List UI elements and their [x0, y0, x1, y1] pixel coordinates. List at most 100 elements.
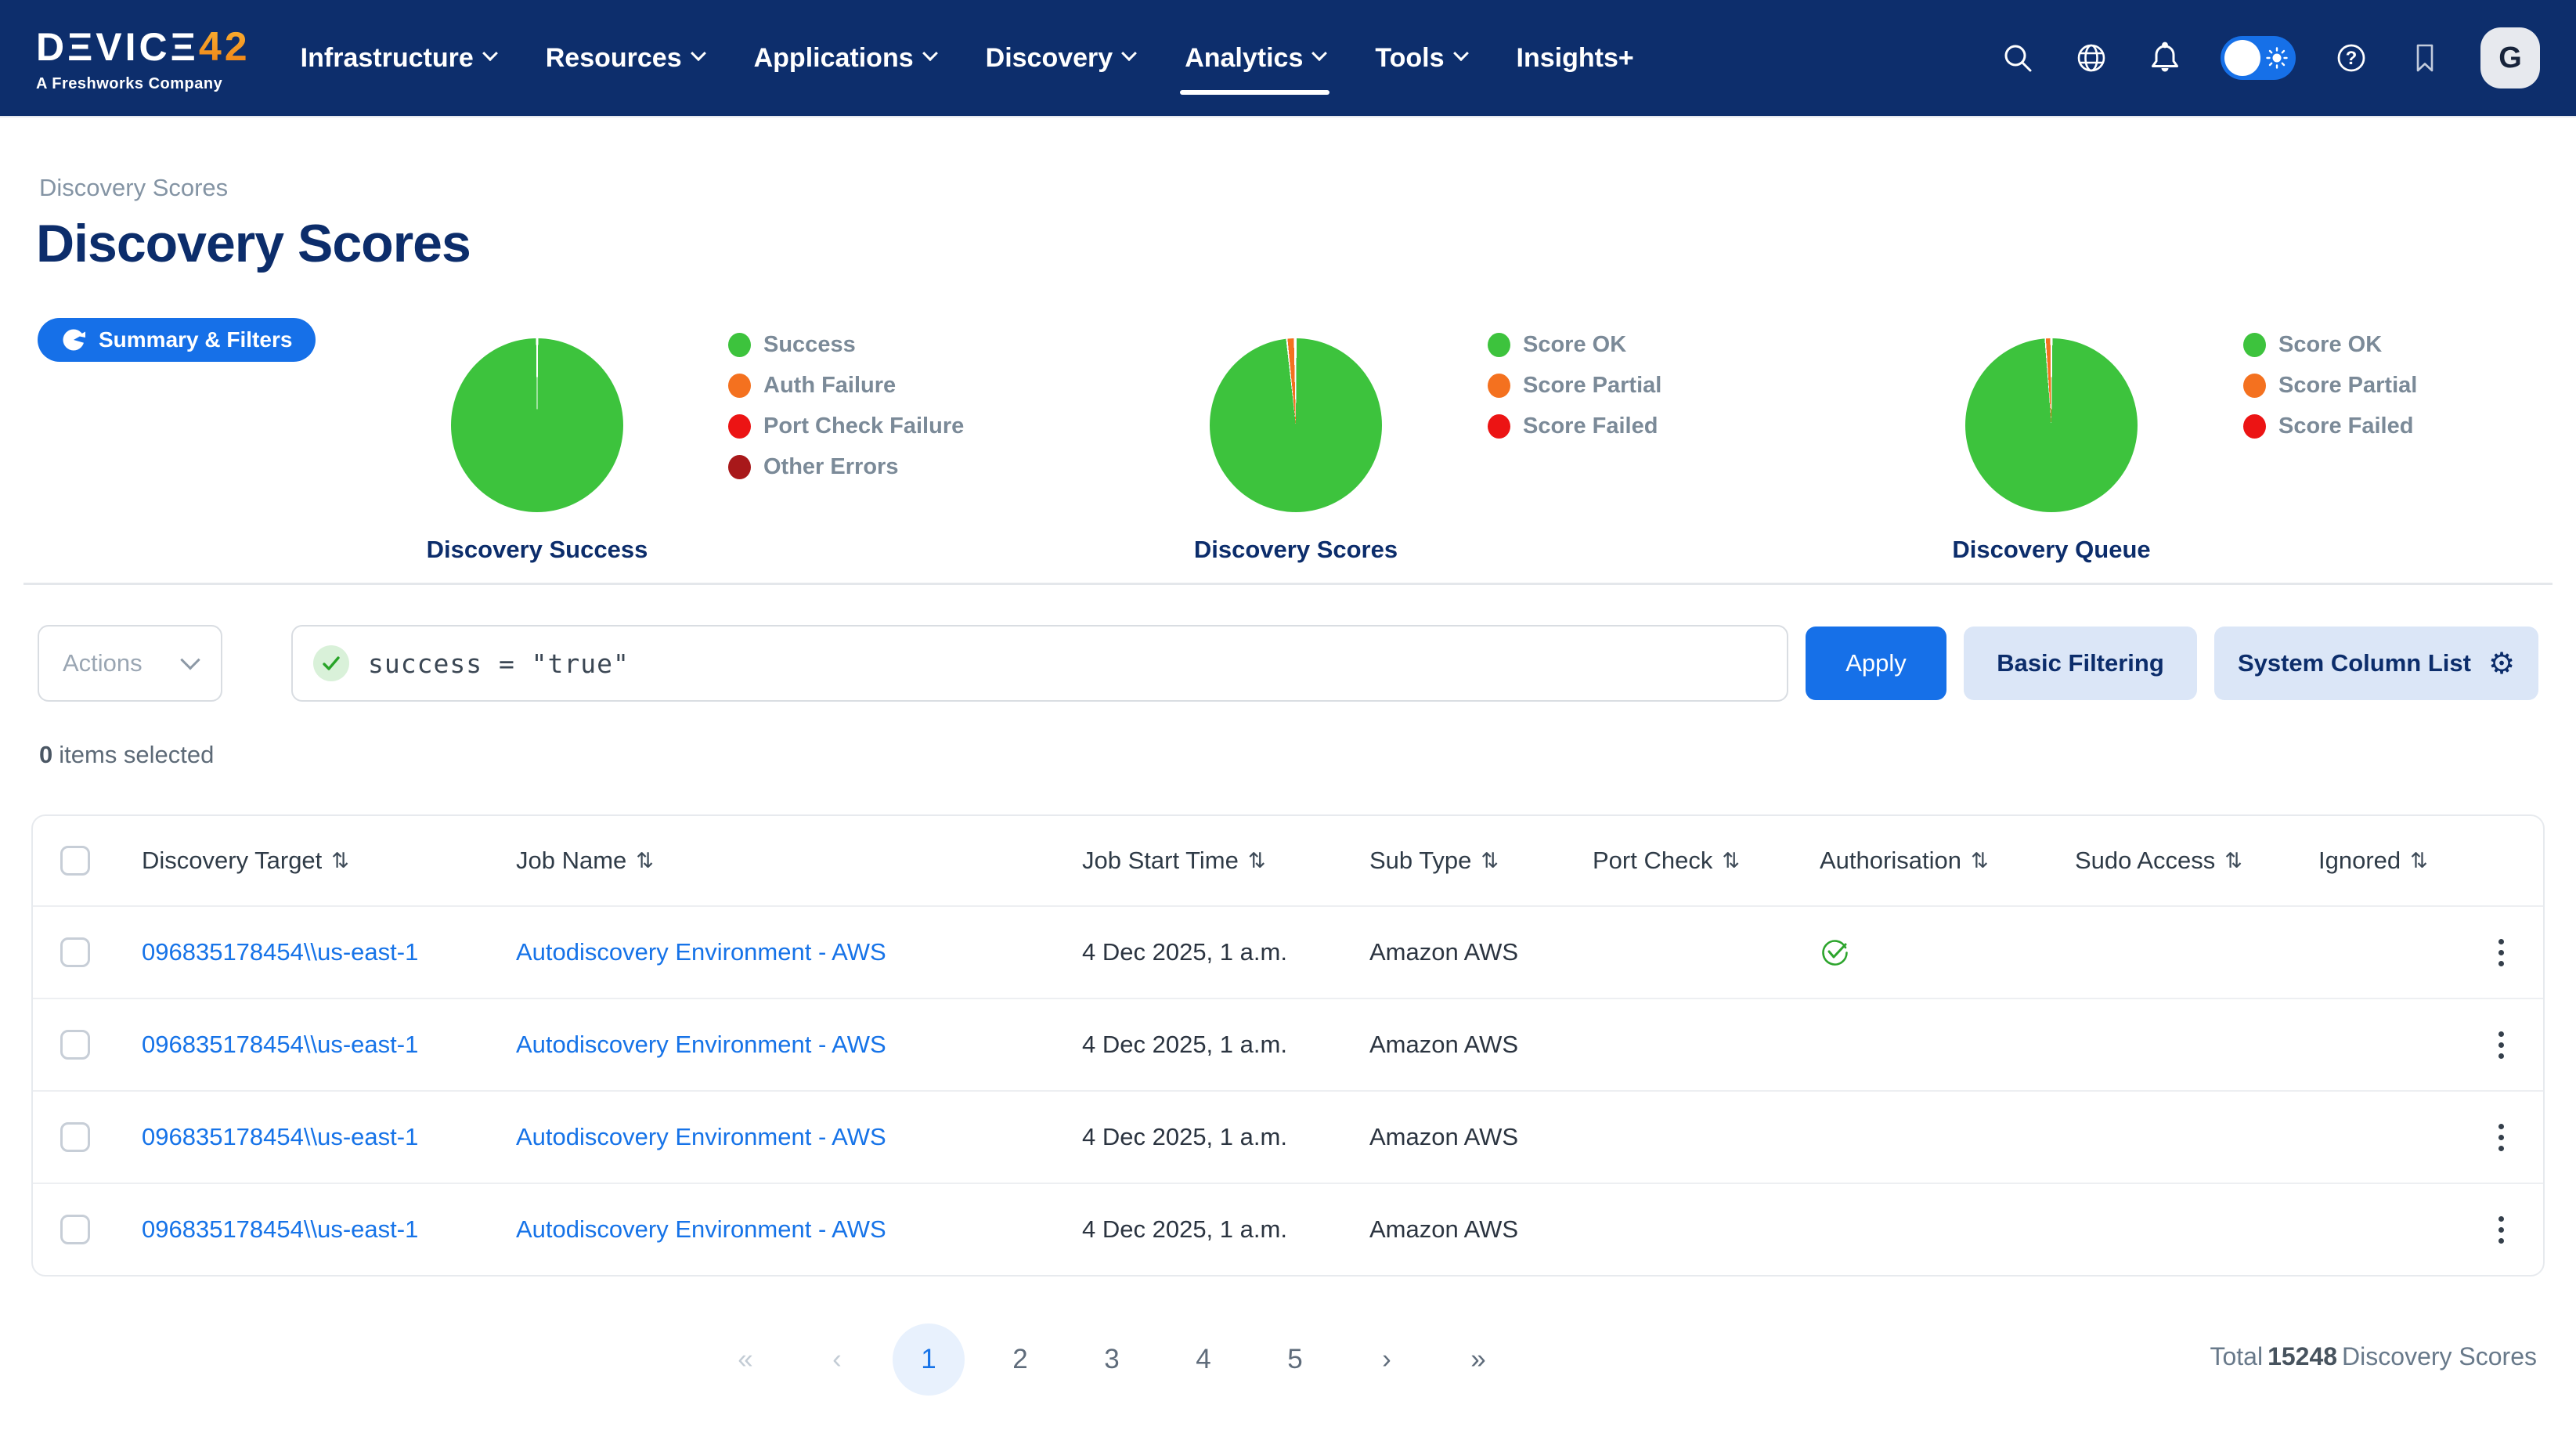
pie-chart-discovery-queue — [1965, 338, 2138, 512]
row-menu-kebab-icon[interactable] — [2491, 931, 2512, 974]
legend-item: Score OK — [1488, 332, 1661, 358]
column-header-job-start-time[interactable]: Job Start Time ⇅ — [1082, 847, 1266, 874]
legend-item: Port Check Failure — [728, 413, 964, 439]
section-divider — [23, 583, 2553, 585]
column-header-discovery-target[interactable]: Discovery Target ⇅ — [142, 847, 349, 874]
help-icon[interactable]: ? — [2333, 40, 2369, 76]
job-start-time: 4 Dec 2025, 1 a.m. — [1082, 1215, 1287, 1243]
column-header-sub-type[interactable]: Sub Type ⇅ — [1369, 847, 1499, 874]
column-header-sudo-access[interactable]: Sudo Access ⇅ — [2075, 847, 2242, 874]
user-avatar[interactable]: G — [2480, 27, 2540, 88]
menu-tools[interactable]: Tools — [1375, 0, 1469, 117]
discovery-target-link[interactable]: 096835178454\\us-east-1 — [142, 1215, 419, 1243]
discovery-target-link[interactable]: 096835178454\\us-east-1 — [142, 1031, 419, 1058]
legend-dot-auth-failure — [728, 374, 751, 398]
legend-discovery-success: Success Auth Failure Port Check Failure … — [728, 332, 964, 480]
row-menu-kebab-icon[interactable] — [2491, 1208, 2512, 1251]
sort-icon[interactable]: ⇅ — [1722, 848, 1740, 873]
row-checkbox[interactable] — [60, 937, 90, 967]
pie-chart-discovery-success — [451, 338, 623, 512]
selected-count: 0 — [39, 741, 53, 768]
menu-insights[interactable]: Insights+ — [1516, 42, 1634, 73]
selection-status: 0 items selected — [39, 741, 215, 768]
system-column-list-button[interactable]: System Column List ⚙ — [2214, 627, 2538, 700]
sort-icon[interactable]: ⇅ — [331, 848, 349, 873]
job-name-link[interactable]: Autodiscovery Environment - AWS — [516, 938, 886, 966]
legend-dot-other-errors — [728, 455, 751, 479]
summary-filters-button[interactable]: Summary & Filters — [38, 318, 316, 362]
pagination-next[interactable]: › — [1382, 1344, 1391, 1374]
row-menu-kebab-icon[interactable] — [2491, 1116, 2512, 1159]
column-header-port-check[interactable]: Port Check ⇅ — [1593, 847, 1740, 874]
query-valid-check-icon — [313, 645, 349, 681]
pagination-page-1[interactable]: 1 — [893, 1323, 965, 1396]
menu-infrastructure[interactable]: Infrastructure — [301, 0, 498, 117]
menu-resources[interactable]: Resources — [546, 0, 706, 117]
row-menu-kebab-icon[interactable] — [2491, 1024, 2512, 1067]
legend-dot-score-ok — [2243, 333, 2266, 357]
pagination-prev[interactable]: ‹ — [832, 1344, 842, 1374]
pagination-page-5[interactable]: 5 — [1287, 1344, 1303, 1374]
discovery-target-link[interactable]: 096835178454\\us-east-1 — [142, 938, 419, 966]
pagination-page-3[interactable]: 3 — [1104, 1344, 1120, 1374]
pagination-page-2[interactable]: 2 — [1012, 1344, 1028, 1374]
breadcrumb[interactable]: Discovery Scores — [39, 174, 229, 201]
chevron-down-icon — [1121, 45, 1138, 62]
bookmark-icon[interactable] — [2407, 40, 2443, 76]
notifications-bell-icon[interactable] — [2147, 40, 2183, 76]
toggle-knob — [2224, 40, 2260, 76]
row-checkbox[interactable] — [60, 1030, 90, 1060]
column-header-job-name[interactable]: Job Name ⇅ — [516, 847, 654, 874]
discovery-target-link[interactable]: 096835178454\\us-east-1 — [142, 1123, 419, 1150]
column-header-authorisation[interactable]: Authorisation ⇅ — [1820, 847, 1989, 874]
theme-toggle[interactable] — [2221, 36, 2296, 80]
authorisation-cell — [1820, 937, 2075, 967]
row-checkbox[interactable] — [60, 1122, 90, 1152]
column-header-ignored[interactable]: Ignored ⇅ — [2318, 847, 2428, 874]
job-name-link[interactable]: Autodiscovery Environment - AWS — [516, 1031, 886, 1058]
legend-item: Score Failed — [1488, 413, 1661, 439]
device42-logo[interactable]: DΞVICΞ 42 A Freshworks Company — [36, 23, 251, 93]
chevron-down-icon — [482, 45, 498, 62]
gear-icon: ⚙ — [2488, 646, 2516, 681]
legend-item: Success — [728, 332, 964, 358]
filter-query-text: success = "true" — [368, 648, 630, 679]
sort-icon[interactable]: ⇅ — [1247, 848, 1266, 873]
chevron-down-icon — [1311, 45, 1328, 62]
pagination-first[interactable]: « — [738, 1344, 753, 1374]
pagination-page-4[interactable]: 4 — [1196, 1344, 1211, 1374]
discovery-scores-table: Discovery Target ⇅ Job Name ⇅ Job Start Ti… — [31, 814, 2545, 1277]
row-checkbox[interactable] — [60, 1215, 90, 1244]
sub-type: Amazon AWS — [1369, 938, 1519, 966]
chart-title-discovery-success: Discovery Success — [426, 536, 648, 563]
table-header-row: Discovery Target ⇅ Job Name ⇅ Job Start Ti… — [33, 816, 2543, 905]
search-icon[interactable] — [2000, 40, 2036, 76]
legend-dot-score-failed — [1488, 414, 1510, 439]
legend-dot-score-failed — [2243, 414, 2266, 439]
menu-analytics-active[interactable]: Analytics — [1180, 0, 1330, 117]
legend-item: Other Errors — [728, 454, 964, 480]
actions-dropdown[interactable]: Actions — [38, 625, 222, 702]
chevron-down-icon — [690, 45, 706, 62]
sort-icon[interactable]: ⇅ — [2410, 848, 2428, 873]
check-circle-icon — [1822, 940, 1848, 966]
sort-icon[interactable]: ⇅ — [2224, 848, 2242, 873]
filter-query-input[interactable]: success = "true" — [291, 625, 1788, 702]
sort-icon[interactable]: ⇅ — [1481, 848, 1499, 873]
pagination-last[interactable]: » — [1470, 1344, 1486, 1374]
logo-subtitle: A Freshworks Company — [36, 74, 223, 92]
sort-icon[interactable]: ⇅ — [636, 848, 654, 873]
sort-icon[interactable]: ⇅ — [1970, 848, 1989, 873]
job-start-time: 4 Dec 2025, 1 a.m. — [1082, 938, 1287, 966]
job-name-link[interactable]: Autodiscovery Environment - AWS — [516, 1215, 886, 1243]
select-all-checkbox[interactable] — [60, 846, 90, 876]
total-count: Total 15248 Discovery Scores — [2210, 1342, 2537, 1370]
basic-filtering-button[interactable]: Basic Filtering — [1964, 627, 2197, 700]
menu-applications[interactable]: Applications — [754, 0, 938, 117]
menu-discovery[interactable]: Discovery — [986, 0, 1138, 117]
legend-item: Score Partial — [1488, 373, 1661, 399]
apply-button[interactable]: Apply — [1806, 627, 1946, 700]
globe-icon[interactable] — [2073, 40, 2109, 76]
job-name-link[interactable]: Autodiscovery Environment - AWS — [516, 1123, 886, 1150]
